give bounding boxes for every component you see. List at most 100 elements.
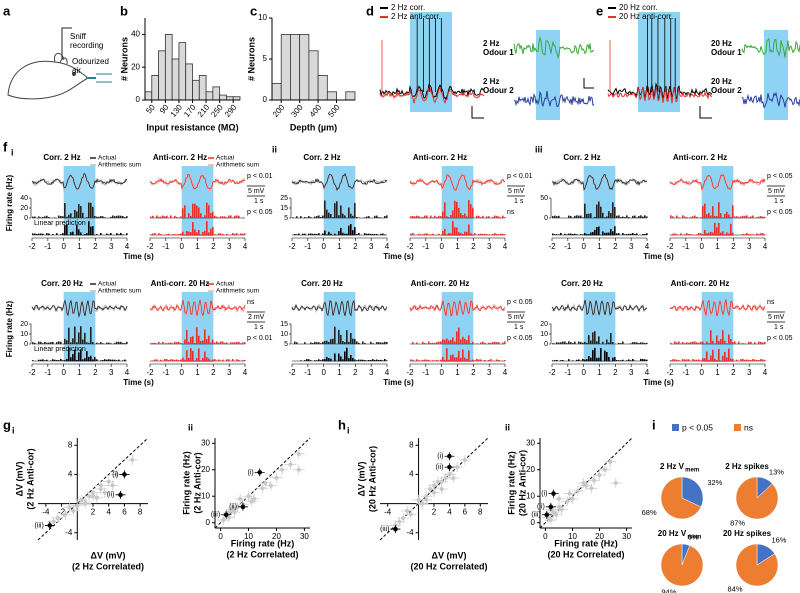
x-tick-label: -2 [406, 242, 414, 251]
rate-bar [338, 353, 340, 361]
rate-bar [696, 359, 698, 361]
rate-bar [152, 215, 154, 218]
rate-bar [420, 217, 422, 218]
rate-bar [452, 221, 454, 235]
point [439, 479, 444, 484]
rate-bar [106, 233, 108, 235]
x-tick-label: 4 [447, 508, 452, 517]
rate-bar [750, 234, 752, 235]
rate-bar [84, 234, 86, 235]
bar [317, 75, 328, 101]
point [235, 504, 240, 509]
y-tick-label: 0 [24, 341, 28, 348]
rate-bar [564, 233, 566, 235]
rate-bar [638, 342, 640, 344]
point-label: (i) [247, 469, 253, 476]
rate-bar [426, 233, 428, 235]
rate-bar [494, 215, 496, 218]
rate-bar [334, 233, 336, 235]
x-tick-label: 3 [227, 242, 232, 251]
x-tick-label: 10 [568, 532, 577, 541]
rate-bar [120, 232, 122, 235]
rate-bar [88, 202, 90, 218]
highlight-point [393, 526, 398, 532]
rate-bar [154, 359, 156, 361]
rate-bar [352, 215, 354, 218]
rate-bar [674, 341, 676, 344]
annotation: Linear prediction [34, 346, 86, 353]
x-tick-label: 1 [195, 368, 200, 377]
rate-bar [458, 232, 460, 235]
rate-bar [62, 360, 64, 361]
point [592, 478, 597, 483]
rate-bar [584, 341, 586, 344]
trace [513, 90, 595, 108]
point [428, 487, 433, 491]
rate-bar [742, 343, 744, 344]
rate-bar [618, 215, 620, 218]
rate-bar [624, 217, 626, 218]
rate-bar [358, 359, 360, 361]
rate-bar [328, 231, 330, 235]
y-tick-label: 0 [544, 341, 548, 348]
p-value: p < 0.05 [507, 299, 533, 306]
rate-bar [220, 233, 222, 235]
rate-bar [150, 216, 152, 218]
rate-bar [58, 215, 60, 218]
y-tick-label: 20 [540, 321, 548, 328]
rate-bar [458, 327, 460, 344]
annotation: air [72, 66, 81, 75]
rate-bar [352, 230, 354, 235]
x-tick-label: 1 [597, 368, 602, 377]
rate-bar [716, 227, 718, 235]
rate-bar [692, 216, 694, 218]
legend-label: 20 Hz corr. [619, 3, 658, 12]
rate-bar [694, 215, 696, 218]
legend-label: Actual [98, 281, 117, 288]
y-tick-label: 20 [20, 321, 28, 328]
y-axis-label: (20 Hz Anti-cor) [367, 446, 377, 512]
point [106, 479, 111, 484]
trace [551, 174, 648, 192]
rate-bar [72, 338, 74, 344]
point [432, 483, 436, 488]
rate-bar [64, 360, 66, 361]
rate-bar [90, 355, 92, 361]
point-label: (ii) [229, 504, 237, 511]
rate-bar [594, 331, 596, 344]
p-value: ns [767, 299, 775, 306]
rate-bar [64, 338, 66, 344]
rate-bar [328, 212, 330, 218]
rate-bar [636, 342, 638, 344]
rate-bar [342, 359, 344, 361]
x-tick-label: 3 [487, 368, 492, 377]
highlight-point [240, 504, 246, 510]
rate-bar [100, 232, 102, 235]
rate-bar [430, 234, 432, 235]
highlight-point [548, 504, 554, 510]
rate-bar [384, 359, 386, 361]
rate-bar [38, 359, 40, 361]
rate-bar [576, 359, 578, 361]
point [268, 483, 273, 488]
rate-bar [338, 231, 340, 235]
rate-bar [190, 215, 192, 218]
rate-bar [442, 211, 444, 218]
rate-bar [174, 341, 176, 344]
point [608, 459, 613, 464]
rate-bar [300, 216, 302, 218]
highlight-point [257, 470, 263, 475]
value-label: 13% [769, 467, 784, 476]
rate-bar [554, 234, 556, 235]
rate-bar [698, 232, 700, 235]
rate-bar [178, 217, 180, 218]
legend-label: Actual [98, 155, 117, 162]
point-label: (iii) [380, 526, 389, 533]
rate-bar [736, 343, 738, 344]
pie-title: 2 Hz spikes [725, 462, 769, 471]
rate-bar [350, 355, 352, 361]
rate-bar [490, 359, 492, 361]
x-tick-label: 6 [122, 508, 127, 517]
rate-bar [330, 339, 332, 344]
rate-bar [724, 340, 726, 344]
